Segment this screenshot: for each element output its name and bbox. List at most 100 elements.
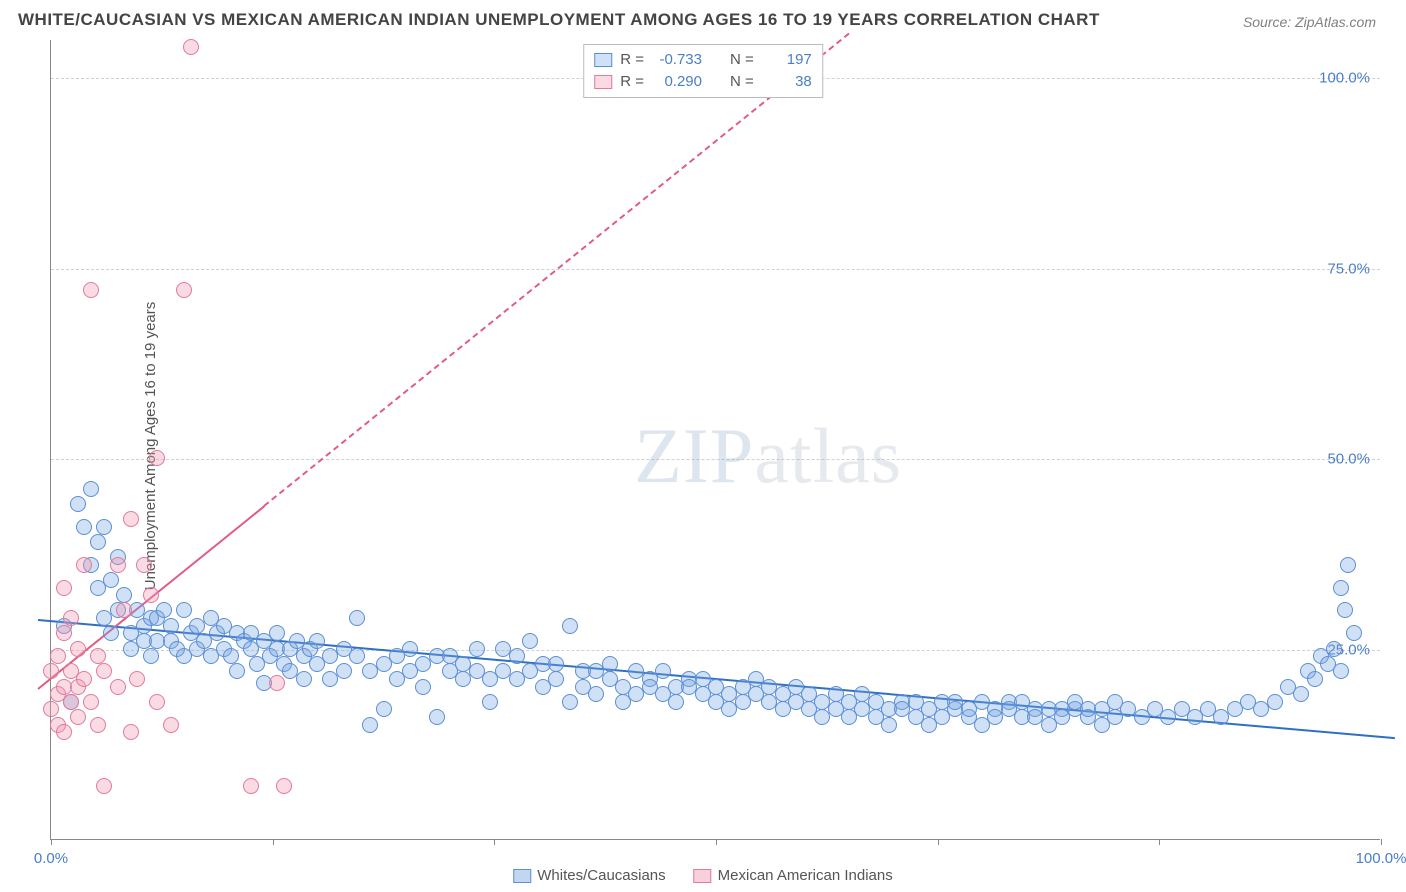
data-point: [548, 671, 564, 687]
legend-stats-row: R = 0.290 N = 38: [594, 71, 812, 93]
data-point: [376, 701, 392, 717]
data-point: [1307, 671, 1323, 687]
data-point: [1267, 694, 1283, 710]
data-point: [83, 694, 99, 710]
data-point: [76, 671, 92, 687]
data-point: [76, 557, 92, 573]
x-tick: [494, 839, 495, 845]
y-tick-label: 100.0%: [1319, 70, 1370, 87]
source-label: Source: ZipAtlas.com: [1243, 14, 1376, 30]
data-point: [96, 519, 112, 535]
data-point: [110, 557, 126, 573]
data-point: [668, 694, 684, 710]
x-tick-label: 100.0%: [1356, 850, 1406, 867]
data-point: [63, 694, 79, 710]
legend-stats-row: R =-0.733N =197: [594, 49, 812, 71]
data-point: [83, 481, 99, 497]
data-point: [548, 656, 564, 672]
data-point: [76, 519, 92, 535]
x-tick: [51, 839, 52, 845]
x-tick-label: 0.0%: [34, 850, 68, 867]
data-point: [136, 557, 152, 573]
data-point: [349, 648, 365, 664]
chart-title: WHITE/CAUCASIAN VS MEXICAN AMERICAN INDI…: [18, 10, 1100, 30]
data-point: [129, 671, 145, 687]
data-point: [90, 717, 106, 733]
data-point: [43, 701, 59, 717]
data-point: [1293, 686, 1309, 702]
data-point: [96, 778, 112, 794]
data-point: [90, 534, 106, 550]
legend-swatch: [513, 869, 531, 883]
data-point: [149, 450, 165, 466]
legend-swatch: [594, 53, 612, 67]
data-point: [223, 648, 239, 664]
legend-item: Mexican American Indians: [694, 867, 893, 884]
data-point: [243, 778, 259, 794]
n-label: N =: [730, 71, 754, 93]
data-point: [83, 282, 99, 298]
data-point: [522, 633, 538, 649]
data-point: [50, 648, 66, 664]
trendline: [263, 33, 849, 507]
data-point: [176, 602, 192, 618]
x-tick: [1159, 839, 1160, 845]
data-point: [116, 587, 132, 603]
data-point: [183, 39, 199, 55]
data-point: [269, 675, 285, 691]
n-value: 38: [762, 71, 812, 93]
gridline: [51, 459, 1380, 460]
data-point: [1333, 663, 1349, 679]
data-point: [110, 679, 126, 695]
r-label: R =: [620, 71, 644, 93]
data-point: [562, 618, 578, 634]
data-point: [415, 679, 431, 695]
data-point: [1346, 625, 1362, 641]
data-point: [655, 663, 671, 679]
legend-swatch: [694, 869, 712, 883]
plot-area: 25.0%50.0%75.0%100.0%0.0%100.0%: [50, 40, 1380, 840]
data-point: [149, 694, 165, 710]
n-value: 197: [762, 49, 812, 71]
data-point: [309, 633, 325, 649]
chart-area: 25.0%50.0%75.0%100.0%0.0%100.0% ZIPatlas: [50, 40, 1380, 840]
data-point: [296, 671, 312, 687]
data-point: [176, 282, 192, 298]
data-point: [56, 724, 72, 740]
data-point: [90, 648, 106, 664]
data-point: [881, 717, 897, 733]
data-point: [602, 656, 618, 672]
n-label: N =: [730, 49, 754, 71]
data-point: [163, 717, 179, 733]
data-point: [336, 663, 352, 679]
legend-bottom: Whites/Caucasians Mexican American Indian…: [513, 867, 892, 884]
data-point: [143, 648, 159, 664]
gridline: [51, 269, 1380, 270]
data-point: [482, 694, 498, 710]
data-point: [43, 663, 59, 679]
data-point: [429, 709, 445, 725]
data-point: [63, 610, 79, 626]
data-point: [1333, 580, 1349, 596]
data-point: [276, 778, 292, 794]
data-point: [269, 625, 285, 641]
x-tick: [273, 839, 274, 845]
data-point: [509, 648, 525, 664]
data-point: [1326, 641, 1342, 657]
r-label: R =: [620, 49, 644, 71]
r-value: 0.290: [652, 71, 702, 93]
data-point: [116, 602, 132, 618]
data-point: [562, 694, 578, 710]
data-point: [156, 602, 172, 618]
data-point: [103, 572, 119, 588]
data-point: [469, 641, 485, 657]
data-point: [402, 641, 418, 657]
legend-swatch: [594, 75, 612, 89]
data-point: [1337, 602, 1353, 618]
data-point: [143, 587, 159, 603]
legend-item: Whites/Caucasians: [513, 867, 665, 884]
data-point: [56, 580, 72, 596]
legend-label: Mexican American Indians: [718, 867, 893, 884]
data-point: [349, 610, 365, 626]
data-point: [70, 496, 86, 512]
